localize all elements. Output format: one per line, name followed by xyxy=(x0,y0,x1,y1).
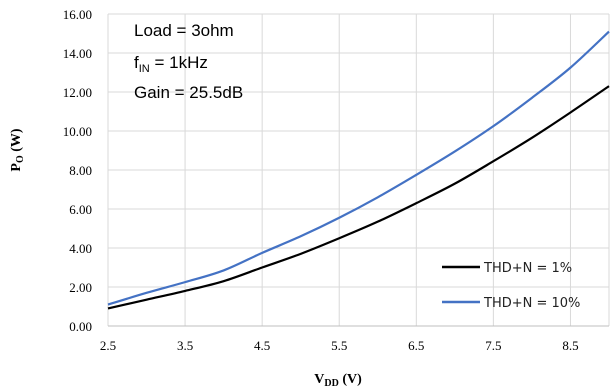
y-tick-label-8: 16.00 xyxy=(63,7,92,22)
x-axis-title-unit: (V) xyxy=(339,372,362,387)
y-tick-label-1: 2.00 xyxy=(69,280,92,295)
x-tick-label-3: 5.5 xyxy=(331,338,347,353)
x-tick-labels: 2.5 3.5 4.5 5.5 6.5 7.5 8.5 xyxy=(100,338,579,353)
y-tick-label-2: 4.00 xyxy=(69,241,92,256)
y-axis-title-unit: (W) xyxy=(9,128,24,155)
annotation-gain: Gain = 25.5dB xyxy=(134,83,243,102)
annotation-fin-sub: IN xyxy=(139,63,150,75)
x-axis-title: VDD (V) xyxy=(314,372,362,387)
x-tick-label-0: 2.5 xyxy=(100,338,116,353)
annotation-fin: fIN = 1kHz xyxy=(134,53,208,75)
annotation-block: Load = 3ohm fIN = 1kHz Gain = 25.5dB xyxy=(134,21,243,102)
x-tick-label-6: 8.5 xyxy=(562,338,578,353)
x-tick-label-4: 6.5 xyxy=(408,338,424,353)
y-tick-label-5: 10.00 xyxy=(63,124,92,139)
grid xyxy=(107,13,610,326)
legend-label-thd-10: THD+N = 10% xyxy=(483,296,580,311)
legend-label-thd-1: THD+N = 1% xyxy=(483,261,572,276)
x-axis-title-sub: DD xyxy=(324,378,338,387)
annotation-load: Load = 3ohm xyxy=(134,21,234,40)
y-axis-title: PO (W) xyxy=(9,128,26,172)
y-tick-label-0: 0.00 xyxy=(69,319,92,334)
series-lines xyxy=(107,30,610,310)
y-tick-label-6: 12.00 xyxy=(63,85,92,100)
annotation-fin-main: f xyxy=(134,53,139,72)
x-axis-title-main: V xyxy=(314,372,324,387)
y-tick-label-3: 6.00 xyxy=(69,202,92,217)
y-tick-label-7: 14.00 xyxy=(63,46,92,61)
legend: THD+N = 1% THD+N = 10% xyxy=(442,261,580,311)
y-tick-labels: 0.00 2.00 4.00 6.00 8.00 10.00 12.00 14.00 16.00 xyxy=(63,7,92,334)
series-line-1 xyxy=(107,30,610,306)
x-tick-label-1: 3.5 xyxy=(177,338,193,353)
annotation-fin-rest: = 1kHz xyxy=(150,53,208,72)
y-tick-label-4: 8.00 xyxy=(69,163,92,178)
y-axis-title-main: P xyxy=(9,163,24,172)
y-axis-title-sub: O xyxy=(15,155,26,163)
series-line-0 xyxy=(107,85,610,310)
x-tick-label-2: 4.5 xyxy=(254,338,270,353)
x-tick-label-5: 7.5 xyxy=(485,338,501,353)
